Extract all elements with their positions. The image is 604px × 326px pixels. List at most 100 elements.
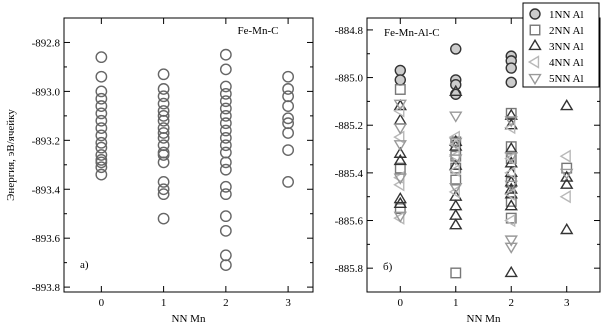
data-point xyxy=(219,156,232,169)
data-point xyxy=(505,141,517,153)
data-point xyxy=(219,102,232,115)
data-point xyxy=(95,51,108,64)
data-point xyxy=(505,76,517,89)
series-1 xyxy=(95,48,294,271)
data-point xyxy=(95,141,108,154)
data-point xyxy=(219,124,232,137)
data-point xyxy=(504,213,516,228)
data-point xyxy=(219,139,232,152)
x-tick-label: 1 xyxy=(161,297,167,309)
data-point xyxy=(394,203,406,215)
data-point xyxy=(449,137,463,150)
data-point xyxy=(393,130,405,144)
data-point xyxy=(449,154,463,166)
data-point xyxy=(95,100,108,112)
data-point xyxy=(450,174,462,186)
legend-marker xyxy=(527,55,540,69)
data-point xyxy=(95,114,108,127)
data-point xyxy=(282,83,294,95)
data-point xyxy=(560,170,574,182)
data-point xyxy=(449,199,463,211)
y-tick-label: -885.4 xyxy=(335,168,364,180)
series-5 xyxy=(393,99,574,254)
y-tick-label: -893.0 xyxy=(32,86,61,98)
data-point xyxy=(95,149,108,161)
legend-marker xyxy=(529,24,541,36)
x-axis-label: NN Mn xyxy=(467,313,501,325)
x-axis-label: NN Mn xyxy=(172,313,206,325)
data-point xyxy=(219,249,232,262)
data-point xyxy=(219,188,232,201)
x-tick-label: 3 xyxy=(285,297,291,309)
legend-entry: 5NN Al xyxy=(549,73,584,85)
data-point xyxy=(450,267,462,279)
y-tick-label: -893.6 xyxy=(32,233,61,245)
legend-entry: 4NN Al xyxy=(549,57,584,69)
data-point xyxy=(95,122,108,134)
data-point xyxy=(157,146,170,159)
data-point xyxy=(394,64,406,77)
x-tick-label: 0 xyxy=(398,297,404,309)
legend-marker xyxy=(528,73,542,86)
data-point xyxy=(282,127,294,139)
data-point xyxy=(449,84,463,97)
data-point xyxy=(450,43,462,55)
data-point xyxy=(504,116,518,128)
data-point xyxy=(560,168,574,180)
data-point xyxy=(95,156,108,169)
data-point xyxy=(157,114,170,127)
legend: 1NN Al 2NN Al 3NN Al 4NN Al 5NN Al xyxy=(522,2,600,88)
y-tick-label: -892.8 xyxy=(32,37,61,49)
y-tick-label: -893.4 xyxy=(32,184,61,196)
data-point xyxy=(393,146,407,158)
data-point xyxy=(448,185,460,199)
series-2 xyxy=(394,84,573,279)
data-point xyxy=(157,176,170,188)
chart-title: Fe-Mn-C xyxy=(238,25,279,37)
data-point xyxy=(95,70,108,83)
data-point xyxy=(505,212,517,224)
data-point xyxy=(504,242,518,254)
data-point xyxy=(157,156,170,169)
data-point xyxy=(394,84,406,95)
data-point xyxy=(219,95,232,108)
data-point xyxy=(504,152,518,164)
y-tick-label: -885.8 xyxy=(335,263,364,275)
data-point xyxy=(219,109,232,122)
data-point xyxy=(393,211,407,223)
data-point xyxy=(393,140,407,152)
data-point xyxy=(505,62,517,74)
data-point xyxy=(219,163,232,176)
data-point xyxy=(282,90,294,103)
x-tick-label: 3 xyxy=(564,297,570,309)
data-point xyxy=(219,146,232,159)
y-axis-label: Энергия, эВ/ячейку xyxy=(5,109,17,201)
data-point xyxy=(449,158,463,170)
data-point xyxy=(157,83,170,95)
data-point xyxy=(559,190,571,204)
series-1 xyxy=(394,43,517,100)
series-3 xyxy=(393,84,574,278)
plot-frame xyxy=(366,17,601,293)
data-point xyxy=(157,90,170,103)
data-point xyxy=(95,168,108,181)
data-point xyxy=(394,162,406,174)
data-point xyxy=(219,131,232,144)
data-point xyxy=(95,107,108,120)
y-tick-label: -885.6 xyxy=(335,216,364,228)
plot-frame xyxy=(63,17,314,293)
data-point xyxy=(219,80,232,93)
legend-marker xyxy=(528,38,542,51)
data-point xyxy=(157,68,170,81)
data-point xyxy=(157,149,170,161)
data-point xyxy=(504,187,516,202)
data-point xyxy=(157,97,170,110)
data-point xyxy=(504,180,518,192)
data-point xyxy=(219,224,232,237)
data-point xyxy=(560,99,574,111)
data-point xyxy=(449,111,463,123)
data-point xyxy=(282,112,294,125)
data-point xyxy=(448,149,460,163)
data-point xyxy=(157,188,170,201)
data-point xyxy=(504,235,518,247)
